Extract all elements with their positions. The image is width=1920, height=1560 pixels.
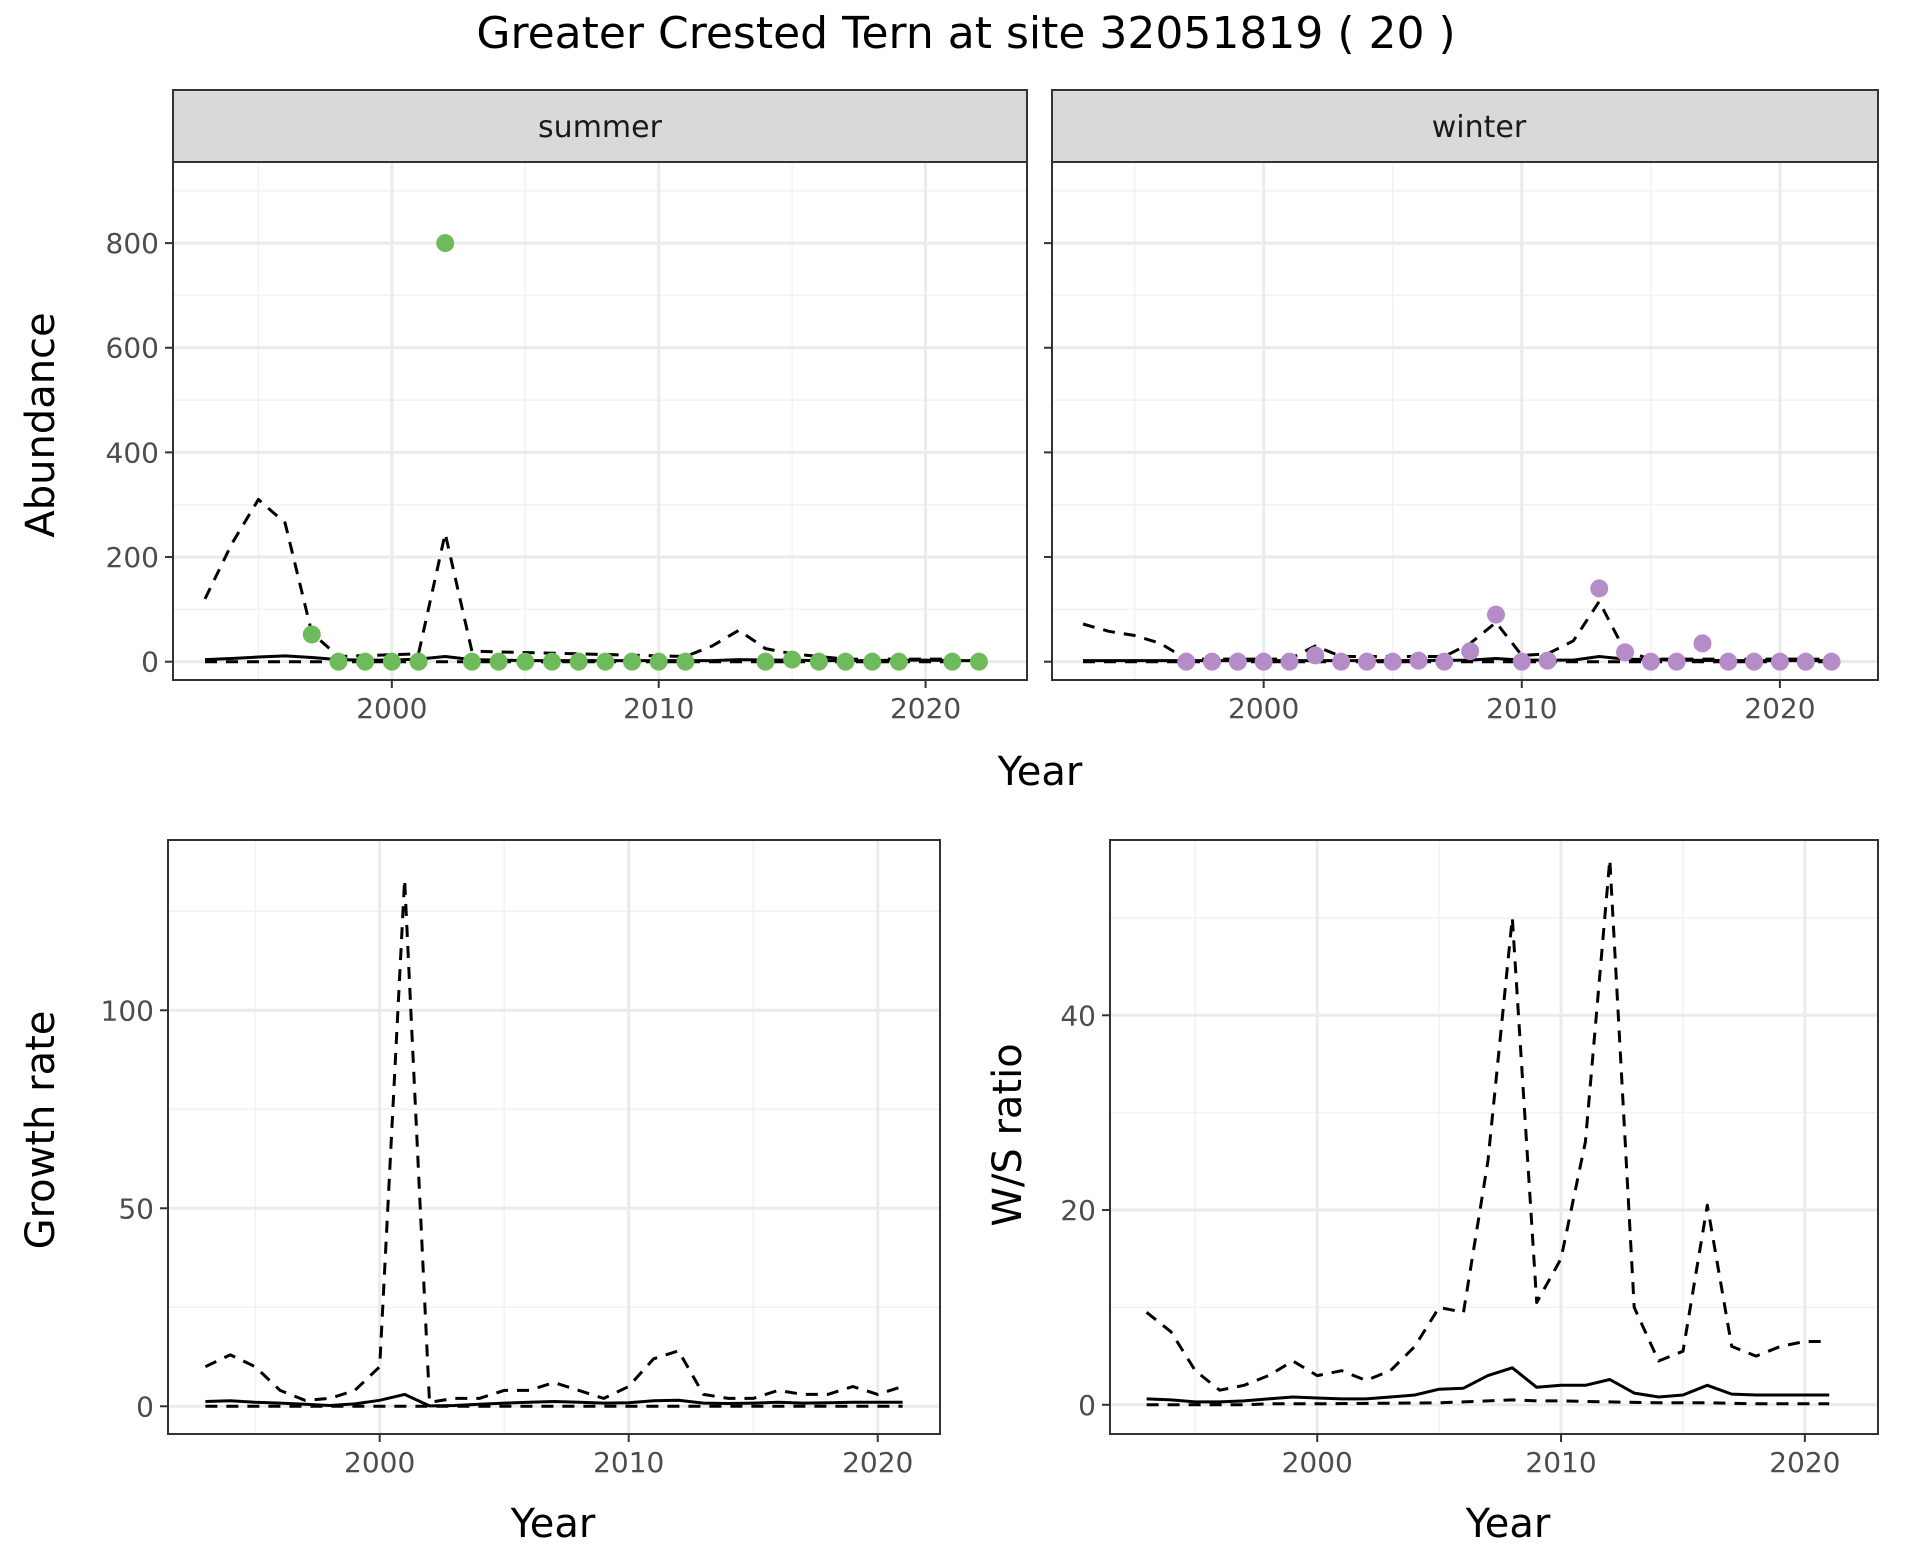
data-point: [596, 652, 615, 671]
panel-border: [1051, 161, 1879, 681]
plot-area: [1110, 840, 1878, 1434]
data-point: [1745, 652, 1764, 671]
data-point: [1641, 652, 1660, 671]
data-point: [1228, 652, 1247, 671]
data-point: [676, 652, 695, 671]
strip-summer: [172, 89, 1028, 163]
series-line-solid: [1146, 1366, 1830, 1404]
y-tick-label: 800: [106, 227, 159, 260]
strip-winter: [1051, 89, 1879, 163]
x-tick-label: 2020: [842, 1446, 913, 1479]
abundance-y-axis-title: Abundance: [18, 312, 64, 537]
panel-ws-ratio: 2000 2010 2020 0 20 40: [1060, 839, 1879, 1479]
panel-border: [172, 161, 1028, 681]
data-point: [863, 652, 882, 671]
y-tick-label: 0: [1078, 1389, 1096, 1422]
data-point: [462, 652, 481, 671]
data-point: [1590, 579, 1609, 598]
y-tick-label: 400: [106, 436, 159, 469]
data-point: [1383, 652, 1402, 671]
panel-winter: 2000 2010 2020: [1044, 161, 1879, 725]
x-tick-label: 2010: [623, 692, 694, 725]
panel-summer: 2000 2010 2020 0 200 400 600 800: [106, 161, 1028, 725]
data-point: [836, 652, 855, 671]
data-point: [1409, 651, 1428, 670]
x-tick-label: 2010: [593, 1446, 664, 1479]
y-tick-label: 0: [136, 1390, 154, 1423]
data-point: [436, 234, 455, 253]
data-point: [649, 652, 668, 671]
x-tick-label: 2000: [1228, 692, 1299, 725]
figure-title: Greater Crested Tern at site 32051819 ( …: [476, 8, 1455, 59]
data-point: [889, 652, 908, 671]
data-point: [1306, 646, 1325, 665]
top-x-axis-title: Year: [997, 749, 1083, 795]
ws-ratio-y-axis-title: W/S ratio: [985, 1043, 1031, 1226]
series-line-dashed: [1145, 858, 1830, 1392]
plot-area: [173, 162, 1027, 680]
growth-x-axis-title: Year: [510, 1501, 596, 1547]
data-point: [302, 625, 321, 644]
data-point: [756, 652, 775, 671]
data-point: [1770, 652, 1789, 671]
y-tick-label: 600: [106, 332, 159, 365]
series-line-dashed: [204, 878, 904, 1404]
data-point: [809, 652, 828, 671]
data-point: [1332, 652, 1351, 671]
data-point: [1667, 652, 1686, 671]
y-tick-label: 200: [106, 541, 159, 574]
data-point: [356, 652, 375, 671]
data-point: [969, 652, 988, 671]
data-point: [1486, 605, 1505, 624]
data-point: [542, 652, 561, 671]
data-point: [382, 652, 401, 671]
data-point: [329, 652, 348, 671]
data-point: [569, 652, 588, 671]
plot-area: [1052, 162, 1878, 680]
y-tick-label: 40: [1060, 999, 1096, 1032]
strip-label-winter: winter: [1432, 110, 1527, 145]
x-tick-label: 2020: [890, 692, 961, 725]
data-point: [783, 650, 802, 669]
data-point: [516, 652, 535, 671]
x-tick-label: 2010: [1486, 692, 1557, 725]
y-tick-label: 0: [141, 646, 159, 679]
ws-ratio-x-axis-title: Year: [1465, 1501, 1551, 1547]
data-point: [943, 652, 962, 671]
y-tick-label: 100: [101, 994, 154, 1027]
data-point: [1719, 652, 1738, 671]
data-point: [1616, 643, 1635, 662]
x-tick-label: 2010: [1525, 1446, 1596, 1479]
data-point: [1461, 642, 1480, 661]
data-point: [1538, 651, 1557, 670]
y-tick-label: 20: [1060, 1194, 1096, 1227]
data-point: [1177, 652, 1196, 671]
data-point: [1357, 652, 1376, 671]
data-point: [1203, 652, 1222, 671]
panel-border: [167, 839, 941, 1435]
data-point: [409, 652, 428, 671]
growth-y-axis-title: Growth rate: [18, 1011, 64, 1250]
data-point: [1822, 652, 1841, 671]
x-tick-label: 2020: [1744, 692, 1815, 725]
x-tick-label: 2020: [1769, 1446, 1840, 1479]
data-point: [1435, 652, 1454, 671]
data-point: [1693, 634, 1712, 653]
x-tick-label: 2000: [356, 692, 427, 725]
strip-label-summer: summer: [538, 110, 663, 145]
x-tick-label: 2000: [344, 1446, 415, 1479]
data-point: [489, 652, 508, 671]
data-point: [1280, 652, 1299, 671]
x-tick-label: 2000: [1282, 1446, 1353, 1479]
y-tick-label: 50: [118, 1192, 154, 1225]
panel-border: [1109, 839, 1879, 1435]
series-line-dashed: [1146, 1398, 1830, 1407]
panel-growth: 2000 2010 2020 0 50 100: [101, 839, 941, 1479]
plot-area: [168, 840, 940, 1434]
data-point: [1796, 652, 1815, 671]
data-point: [1512, 652, 1531, 671]
data-point: [623, 652, 642, 671]
data-point: [1254, 652, 1273, 671]
